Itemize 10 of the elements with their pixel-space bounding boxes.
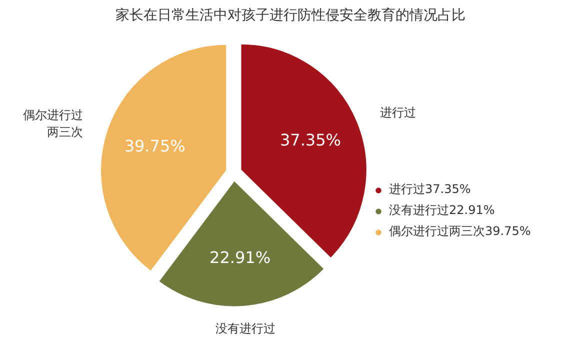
chart-title: 家长在日常生活中对孩子进行防性侵安全教育的情况占比 bbox=[116, 6, 466, 24]
data-label: 37.35% bbox=[280, 130, 341, 150]
text: 偶尔进行过两三次 bbox=[23, 108, 84, 139]
legend-label: 没有进行过22.91% bbox=[389, 202, 495, 219]
data-label: 22.91% bbox=[210, 248, 271, 268]
data-label: 39.75% bbox=[124, 136, 186, 156]
text: 进行过 bbox=[380, 106, 416, 120]
legend-label: 进行过37.35% bbox=[389, 181, 471, 198]
legend-label: 偶尔进行过两三次39.75% bbox=[389, 223, 531, 240]
text: 没有进行过 bbox=[216, 321, 276, 336]
